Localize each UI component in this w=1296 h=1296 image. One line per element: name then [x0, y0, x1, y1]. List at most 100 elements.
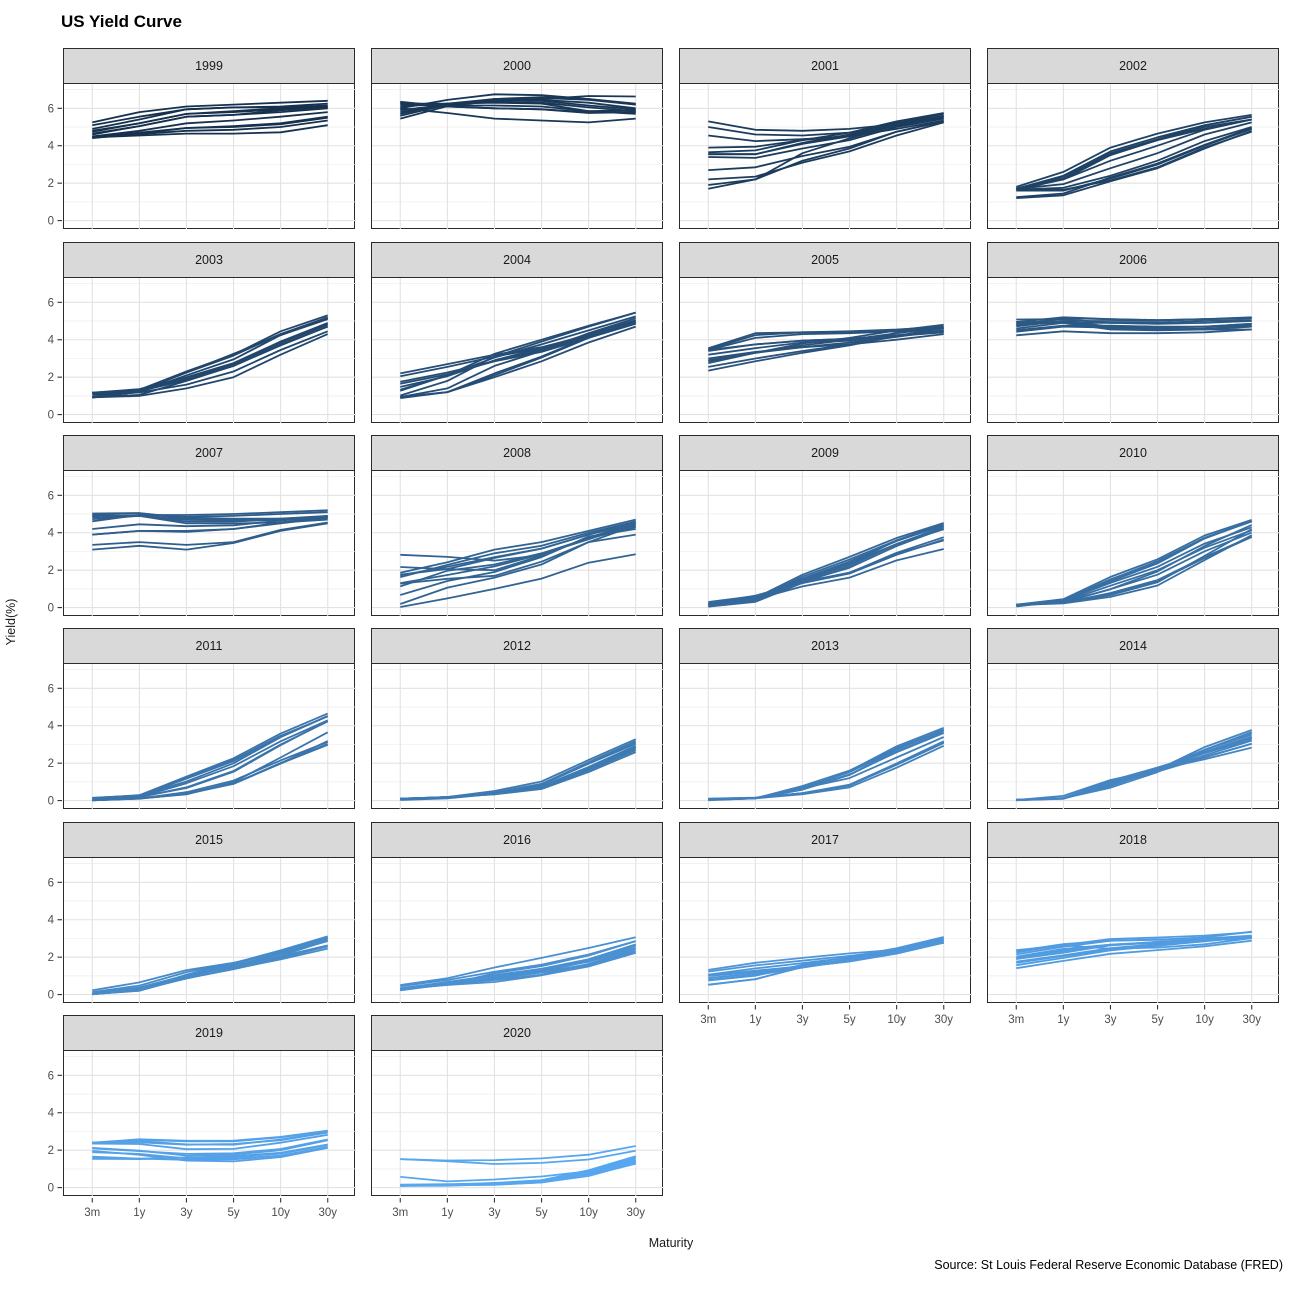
y-axis-tick-label: 4 — [48, 721, 55, 733]
y-axis-tick-label: 6 — [48, 683, 54, 695]
y-axis-tick-label: 0 — [48, 990, 54, 1002]
y-axis-tick-label: 4 — [48, 1108, 55, 1120]
facet-strip-label: 2000 — [503, 59, 531, 73]
facet-plot — [679, 278, 972, 423]
yield-curve-line — [1016, 114, 1252, 188]
yield-curve-line — [400, 100, 636, 114]
facet-plot: 3m 1y 3y 5y 10y 30y — [371, 1051, 664, 1219]
facet-plot — [371, 858, 664, 1003]
facet-plot: 0 2 4 6 — [48, 858, 356, 1003]
facet-strip-label: 1999 — [195, 59, 223, 73]
yield-curve-line — [92, 99, 328, 124]
yield-curve-line — [708, 522, 944, 606]
yield-curve-line — [400, 317, 636, 398]
yield-curve-line — [1016, 729, 1253, 801]
yield-curve-line — [400, 952, 636, 990]
yield-curve-line — [1016, 129, 1253, 199]
y-axis-tick-label: 6 — [48, 297, 54, 309]
facet-strip-label: 2011 — [195, 639, 223, 653]
facet-panel-2012: 2012 — [371, 628, 664, 809]
yield-curve-line — [708, 333, 944, 360]
yield-curve-line — [400, 946, 636, 990]
yield-curve-line — [1016, 118, 1252, 190]
yield-curve-line — [708, 941, 944, 977]
y-axis-tick-label: 2 — [48, 952, 54, 964]
x-axis-tick-label: 3y — [796, 1014, 808, 1026]
source-caption: Source: St Louis Federal Reserve Economi… — [934, 1258, 1283, 1272]
facet-panel-2015: 2015 0 2 4 6 — [48, 822, 356, 1003]
facet-plot — [679, 84, 972, 229]
x-axis-tick-label: 3y — [180, 1207, 192, 1219]
facet-plot — [371, 84, 664, 229]
yield-curve-line — [1016, 316, 1252, 323]
yield-curve-line — [708, 522, 945, 608]
facet-strip-label: 2008 — [503, 446, 531, 460]
yield-curve-line — [400, 520, 636, 578]
yield-curve-line — [708, 726, 945, 801]
facet-strip: 1999 — [63, 48, 355, 84]
y-axis-tick-label: 0 — [48, 410, 54, 422]
facet-strip: 2001 — [679, 48, 971, 84]
y-axis-tick-label: 0 — [48, 603, 54, 615]
facet-strip-label: 2017 — [811, 833, 839, 847]
facet-strip-label: 2001 — [811, 59, 839, 73]
y-axis-tick-label: 6 — [48, 103, 54, 115]
x-axis-tick-label: 1y — [133, 1207, 145, 1219]
yield-curve-line — [92, 939, 328, 996]
x-axis-tick-label: 10y — [887, 1014, 906, 1026]
facet-plot: 0 2 4 6 — [48, 471, 356, 616]
yield-curve-line — [92, 1138, 328, 1155]
yield-curve-line — [708, 120, 944, 186]
yield-curve-line — [1016, 939, 1252, 970]
yield-curve-line — [92, 111, 328, 138]
facet-panel-1999: 1999 0 2 4 6 — [48, 48, 356, 229]
yield-curve-line — [708, 330, 944, 352]
facet-plot: 3m 1y 3y 5y 10y 30y — [679, 858, 972, 1026]
yield-curve-line — [92, 107, 328, 136]
yield-curve-line — [400, 93, 636, 110]
yield-curve-line — [400, 319, 636, 388]
yield-curve-line — [400, 1149, 636, 1165]
yield-curve-line — [1016, 126, 1252, 191]
facet-panel-2018: 2018 3m 1y 3y 5y 10y 30y — [987, 822, 1280, 1026]
facet-strip: 2006 — [987, 242, 1279, 278]
y-axis-tick-label: 0 — [48, 796, 54, 808]
yield-curve-line — [92, 731, 329, 802]
yield-curve-line — [400, 553, 636, 608]
yield-curve-line — [400, 107, 636, 124]
yield-curve-line — [400, 533, 636, 605]
facet-strip-label: 2018 — [1119, 833, 1147, 847]
yield-curve-line — [92, 1133, 328, 1151]
facet-panel-2010: 2010 — [987, 435, 1280, 616]
facet-panel-2005: 2005 — [679, 242, 972, 423]
x-axis-tick-label: 5y — [535, 1207, 547, 1219]
facet-panel-2006: 2006 — [987, 242, 1280, 423]
yield-curve-line — [92, 1131, 328, 1146]
yield-curve-line — [400, 949, 636, 991]
facet-strip-label: 2003 — [195, 253, 223, 267]
facet-panel-2011: 2011 0 2 4 6 — [48, 628, 356, 809]
yield-curve-line — [92, 104, 328, 127]
facet-strip-label: 2005 — [811, 253, 839, 267]
x-axis-tick-label: 1y — [749, 1014, 761, 1026]
facet-strip: 2012 — [371, 628, 663, 664]
yield-curve-line — [1016, 518, 1252, 606]
facet-strip: 2004 — [371, 242, 663, 278]
facet-plot — [371, 278, 664, 423]
yield-curve-line — [92, 515, 328, 530]
y-axis-tick-label: 2 — [48, 178, 54, 190]
yield-curve-line — [92, 314, 328, 398]
x-axis-tick-label: 3m — [1008, 1014, 1024, 1026]
x-axis-tick-label: 30y — [318, 1207, 337, 1219]
yield-curve-line — [400, 936, 636, 986]
facet-plot — [987, 278, 1280, 423]
yield-curve-line — [92, 935, 328, 996]
yield-curve-line — [1016, 930, 1252, 952]
y-axis-tick-label: 6 — [48, 1070, 54, 1082]
facet-panel-2019: 2019 0 2 4 6 3m 1y 3y 5y 10y 30y — [48, 1015, 356, 1219]
facet-plot — [371, 664, 664, 809]
x-axis-tick-label: 30y — [1242, 1014, 1261, 1026]
facet-plot — [679, 471, 972, 616]
facet-strip: 2019 — [63, 1015, 355, 1051]
facet-strip: 2020 — [371, 1015, 663, 1051]
